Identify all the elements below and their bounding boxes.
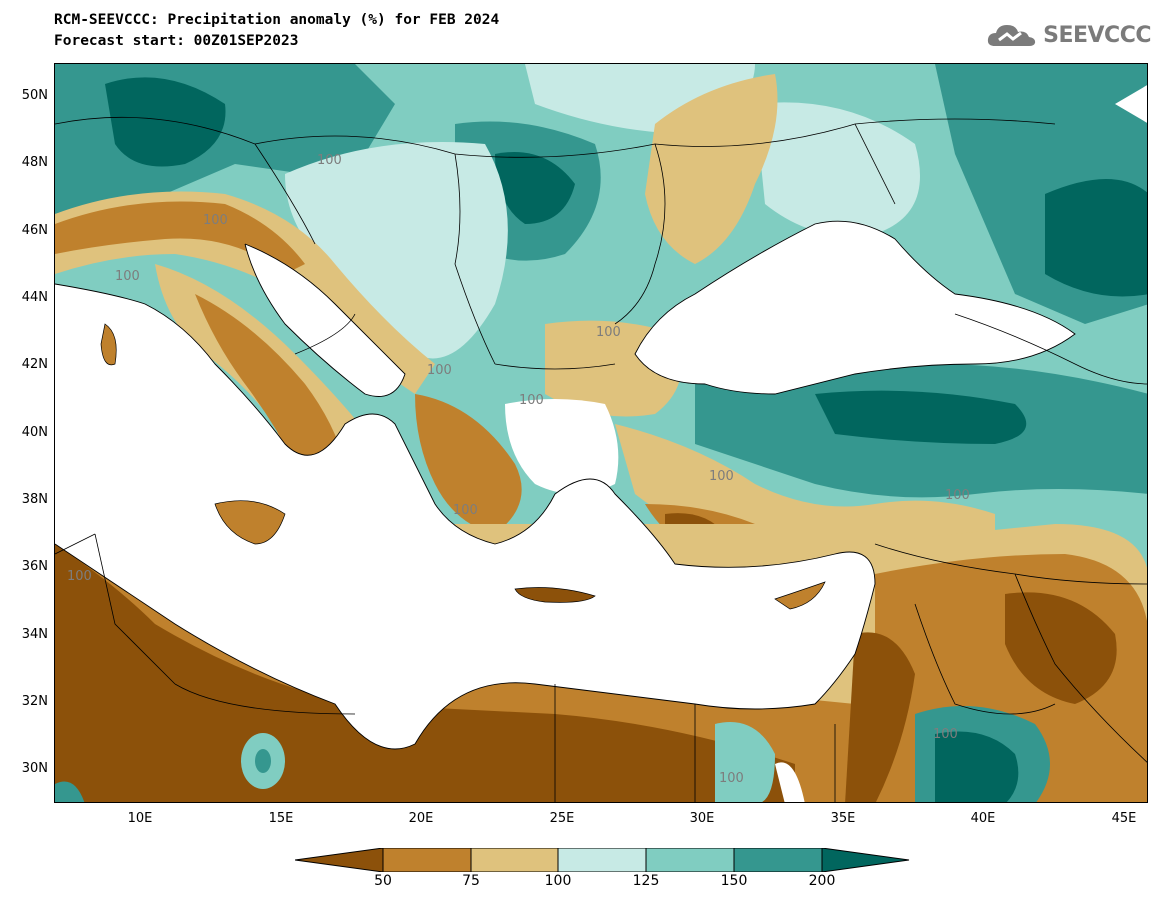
lat-label: 38N	[21, 492, 48, 507]
colorbar-segment	[470, 848, 559, 872]
lat-label: 34N	[21, 627, 48, 642]
lat-label: 32N	[21, 694, 48, 709]
brown-alps-band	[55, 201, 305, 274]
contour-label: 100	[427, 363, 452, 378]
lon-label: 40E	[970, 811, 996, 826]
contour-label: 100	[719, 771, 744, 786]
colorbar-label: 125	[632, 873, 660, 889]
darkbrown-arabia	[1005, 592, 1117, 704]
dark-teal-libya-spot	[255, 749, 271, 773]
adriatic-sea	[245, 244, 405, 397]
darkbrown-north-africa	[55, 544, 795, 802]
forecast-start-subtitle: Forecast start: 00Z01SEP2023	[54, 33, 299, 49]
cyprus	[774, 581, 826, 610]
lon-label: 10E	[127, 811, 153, 826]
colorbar-label: 150	[720, 873, 748, 889]
coastlines	[55, 220, 1076, 750]
lat-label: 40N	[21, 425, 48, 440]
tan-ukraine	[645, 74, 778, 264]
lon-label: 20E	[408, 811, 434, 826]
contour-label: 100	[453, 503, 478, 518]
lightcyan-ukraine	[755, 102, 920, 236]
lat-label: 36N	[21, 559, 48, 574]
logo-text: SEEVCCC	[1043, 22, 1151, 48]
colorbar-segment	[382, 848, 472, 872]
lon-label: 15E	[268, 811, 294, 826]
country-borders	[55, 116, 1147, 802]
anomaly-map: 100 100 100 100 100 100 100 100 100 100 …	[54, 63, 1148, 803]
contour-label: 100	[519, 393, 544, 408]
aegean-sea	[505, 399, 619, 494]
caspian-edge	[1115, 85, 1147, 123]
contour-label: 100	[203, 213, 228, 228]
contour-label: 100	[115, 269, 140, 284]
contour-label: 100	[596, 325, 621, 340]
contour-label: 100	[317, 153, 342, 168]
lat-label: 50N	[21, 88, 48, 103]
cloud-icon	[988, 25, 1036, 46]
dark-teal-alps-north	[105, 77, 226, 167]
colorbar-segment	[733, 848, 823, 872]
dark-teal-romania	[495, 152, 575, 224]
corsica	[100, 323, 117, 366]
map-title: RCM-SEEVCCC: Precipitation anomaly (%) f…	[54, 12, 500, 28]
black-sea	[635, 221, 1075, 394]
lon-label: 25E	[549, 811, 575, 826]
dark-teal-arabia-spot	[935, 731, 1019, 802]
mediterranean-sea	[55, 284, 875, 749]
lat-label: 42N	[21, 357, 48, 372]
seevccc-logo: SEEVCCC	[985, 20, 1151, 50]
lat-label: 30N	[21, 761, 48, 776]
contour-label: 100	[709, 469, 734, 484]
colorbar-label: 200	[808, 873, 836, 889]
teal-nile-delta	[715, 722, 775, 802]
colorbar	[295, 848, 910, 872]
lon-label: 30E	[689, 811, 715, 826]
contour-label: 100	[945, 488, 970, 503]
crete	[514, 587, 596, 603]
colorbar-segment	[645, 848, 735, 872]
colorbar-label: 50	[374, 873, 392, 889]
lat-label: 44N	[21, 290, 48, 305]
lat-label: 46N	[21, 223, 48, 238]
contour-label: 100	[933, 727, 958, 742]
colorbar-segment	[295, 848, 384, 872]
colorbar-segment	[557, 848, 647, 872]
brown-greece	[415, 394, 522, 534]
contour-label: 100	[67, 569, 92, 584]
dark-teal-caucasus	[1045, 179, 1147, 297]
lon-label: 45E	[1111, 811, 1137, 826]
teal-sw-corner	[55, 781, 85, 802]
brown-italy	[195, 294, 345, 474]
lat-label: 48N	[21, 155, 48, 170]
lon-label: 35E	[830, 811, 856, 826]
tan-alps-band	[55, 191, 435, 394]
colorbar-label: 75	[462, 873, 480, 889]
darkbrown-sinai	[845, 632, 915, 802]
contour-labels: 100 100 100 100 100 100 100 100 100 100 …	[67, 153, 970, 786]
sicily	[214, 500, 286, 545]
lightcyan-balkans	[285, 142, 508, 359]
red-sea	[775, 762, 805, 802]
colorbar-segment	[821, 848, 910, 872]
colorbar-label: 100	[544, 873, 572, 889]
dark-teal-anatolia	[815, 390, 1027, 444]
